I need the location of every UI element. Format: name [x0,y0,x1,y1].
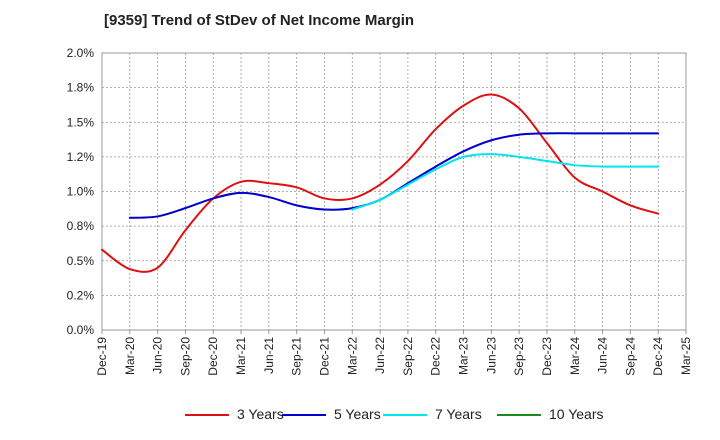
x-tick-label: Jun-23 [484,337,498,374]
x-tick-label: Jun-22 [373,337,387,374]
legend-label: 5 Years [334,406,381,422]
chart-title: [9359] Trend of StDev of Net Income Marg… [104,12,415,29]
legend-swatch [282,414,326,416]
legend-label: 10 Years [549,406,604,422]
legend-swatch [497,414,541,416]
series-line-3-years [101,93,660,273]
y-tick-label: 0.5% [67,254,95,268]
x-tick-labels: Dec-19 Mar-20 Jun-20 Sep-20 Dec-20 Mar-21 Jun-… [95,337,693,376]
x-tick-label: Mar-25 [679,337,693,375]
legend: 3 Years 5 Years 7 Years 10 Years [0,404,720,426]
x-tick-label: Jun-20 [151,337,165,374]
legend-label: 7 Years [435,406,482,422]
legend-label: 3 Years [237,406,284,422]
y-tick-label: 1.2% [67,150,95,164]
x-tick-label: Dec-23 [540,337,554,376]
y-tick-labels: 0.0% 0.2% 0.5% 0.8% 1.0% 1.2% 1.5% 1.8% 2.0% [67,46,95,337]
x-tick-label: Sep-24 [623,337,637,376]
legend-swatch [383,414,427,416]
x-tick-label: Jun-21 [262,337,276,374]
x-tick-label: Dec-19 [95,337,109,376]
y-tick-label: 0.0% [67,323,95,337]
y-tick-label: 1.0% [67,185,95,199]
y-tick-label: 0.8% [67,219,95,233]
x-tick-label: Mar-24 [568,337,582,375]
x-tick-label: Mar-20 [123,337,137,375]
series-line-7-years [351,153,660,211]
x-tick-label: Sep-22 [401,337,415,376]
x-tick-label: Mar-23 [457,337,471,375]
x-tick-label: Dec-22 [429,337,443,376]
x-tick-label: Dec-20 [206,337,220,376]
y-tick-label: 1.5% [67,115,95,129]
x-tick-label: Sep-23 [512,337,526,376]
x-tick-label: Mar-22 [345,337,359,375]
y-tick-label: 2.0% [67,46,95,60]
legend-swatch [185,414,229,416]
y-tick-label: 0.2% [67,288,95,302]
series-lines [101,93,660,273]
x-tick-label: Jun-24 [596,337,610,374]
x-tick-label: Dec-21 [317,337,331,376]
x-tick-label: Dec-24 [651,337,665,376]
y-tick-label: 1.8% [67,81,95,95]
x-tick-label: Mar-21 [234,337,248,375]
x-tick-label: Sep-21 [290,337,304,376]
x-tick-label: Sep-20 [178,337,192,376]
